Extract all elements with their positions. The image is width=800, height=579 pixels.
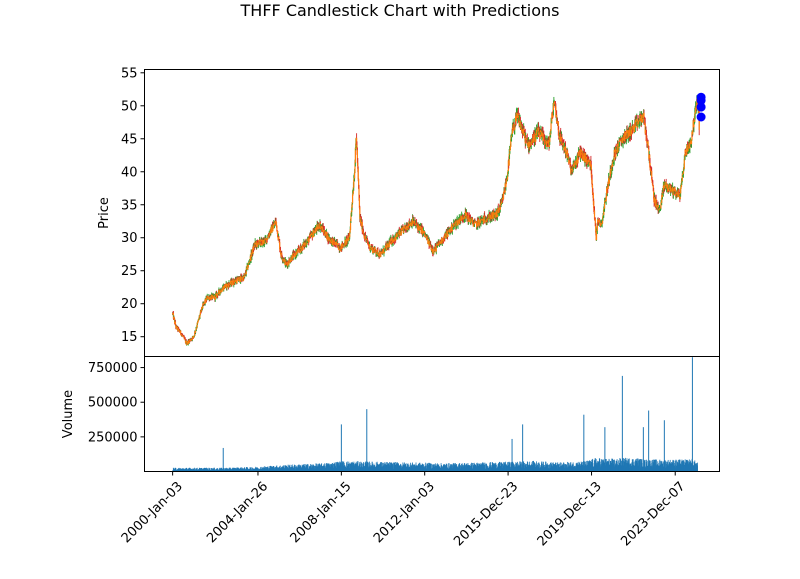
price-candles <box>172 95 700 346</box>
price-y-tick-label: 30 <box>121 231 138 246</box>
x-tick-label: 2000-Jan-03 <box>119 479 186 546</box>
price-y-tick-label: 55 <box>121 66 138 81</box>
price-y-tick-label: 20 <box>121 297 138 312</box>
price-y-tick-label: 25 <box>121 264 138 279</box>
price-y-label: Price <box>97 197 112 229</box>
prediction-point <box>696 112 706 122</box>
x-tick-label: 2019-Dec-13 <box>535 479 605 549</box>
prediction-point <box>696 102 706 112</box>
prediction-point <box>696 96 706 106</box>
chart-title: THFF Candlestick Chart with Predictions <box>240 1 560 20</box>
price-y-axis: 15 20 25 30 35 40 45 50 55 <box>121 66 145 345</box>
x-tick-label: 2015-Dec-23 <box>451 479 521 549</box>
price-y-tick-label: 50 <box>121 99 138 114</box>
price-y-tick-label: 45 <box>121 132 138 147</box>
price-y-tick-label: 35 <box>121 198 138 213</box>
price-axes-frame <box>144 69 720 357</box>
x-tick-label: 2023-Dec-07 <box>618 479 688 549</box>
volume-bars <box>172 357 698 472</box>
x-tick-label: 2012-Jan-03 <box>371 479 438 546</box>
volume-y-axis: 250000 500000 750000 <box>88 361 145 445</box>
price-panel: 15 20 25 30 35 40 45 50 55 Price <box>97 66 720 357</box>
x-tick-label: 2008-Jan-15 <box>288 479 355 546</box>
volume-panel: 250000 500000 750000 Volume <box>61 356 720 472</box>
price-y-tick-label: 40 <box>121 165 138 180</box>
price-y-tick-label: 15 <box>121 330 138 345</box>
volume-axes-frame <box>144 356 720 472</box>
volume-y-label: Volume <box>61 390 76 438</box>
volume-y-tick-label: 750000 <box>88 361 138 376</box>
prediction-points <box>696 92 706 122</box>
x-axis: 2000-Jan-03 2004-Jan-26 2008-Jan-15 2012-Ja… <box>119 471 688 549</box>
x-tick-label: 2004-Jan-26 <box>204 479 271 546</box>
volume-y-tick-label: 250000 <box>88 430 138 445</box>
volume-y-tick-label: 500000 <box>88 396 138 411</box>
